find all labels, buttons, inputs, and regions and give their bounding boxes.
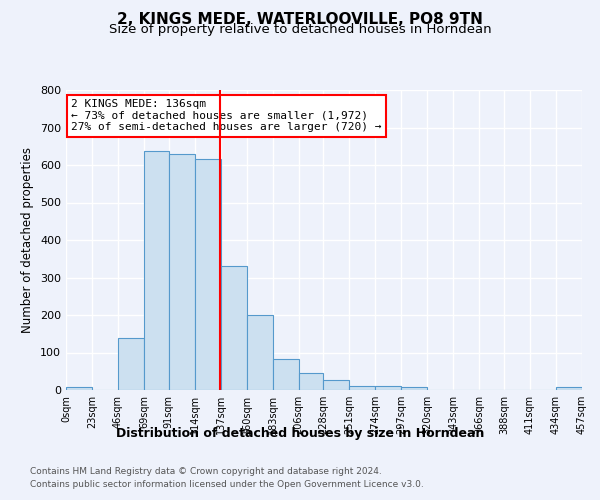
Bar: [195, 160, 221, 390]
Bar: [299, 373, 323, 390]
Text: Contains HM Land Registry data © Crown copyright and database right 2024.: Contains HM Land Registry data © Crown c…: [30, 467, 382, 476]
Text: 2 KINGS MEDE: 136sqm
← 73% of detached houses are smaller (1,972)
27% of semi-de: 2 KINGS MEDE: 136sqm ← 73% of detached h…: [71, 99, 382, 132]
Bar: [401, 386, 427, 390]
Bar: [376, 386, 401, 390]
Text: 2, KINGS MEDE, WATERLOOVILLE, PO8 9TN: 2, KINGS MEDE, WATERLOOVILLE, PO8 9TN: [117, 12, 483, 28]
Bar: [323, 380, 349, 390]
Bar: [247, 315, 272, 390]
Bar: [118, 338, 144, 390]
Bar: [349, 386, 376, 390]
Bar: [221, 266, 247, 390]
Bar: [66, 388, 92, 390]
Y-axis label: Number of detached properties: Number of detached properties: [22, 147, 34, 333]
Text: Distribution of detached houses by size in Horndean: Distribution of detached houses by size …: [116, 428, 484, 440]
Text: Size of property relative to detached houses in Horndean: Size of property relative to detached ho…: [109, 22, 491, 36]
Text: Contains public sector information licensed under the Open Government Licence v3: Contains public sector information licen…: [30, 480, 424, 489]
Bar: [556, 388, 582, 390]
Bar: [272, 359, 299, 390]
Bar: [169, 154, 195, 390]
Bar: [144, 151, 169, 390]
